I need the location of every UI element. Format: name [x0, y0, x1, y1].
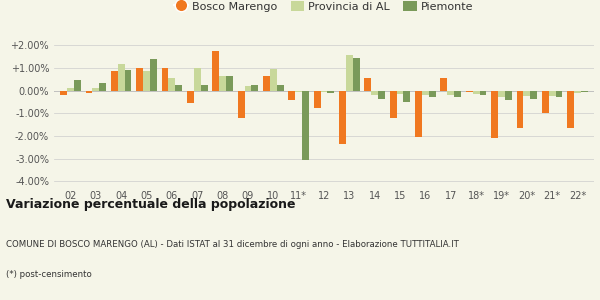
Bar	[143, 71, 150, 91]
Bar	[505, 91, 512, 100]
Bar	[194, 68, 200, 91]
Bar	[118, 64, 125, 91]
Bar	[320, 91, 328, 92]
Bar	[212, 51, 219, 91]
Bar	[556, 91, 562, 98]
Bar	[491, 91, 498, 138]
Bar	[92, 88, 99, 91]
Bar	[125, 70, 131, 91]
Text: COMUNE DI BOSCO MARENGO (AL) - Dati ISTAT al 31 dicembre di ogni anno - Elaboraz: COMUNE DI BOSCO MARENGO (AL) - Dati ISTA…	[6, 240, 459, 249]
Bar	[150, 59, 157, 91]
Bar	[454, 91, 461, 98]
Bar	[364, 78, 371, 91]
Bar	[353, 58, 359, 91]
Bar	[277, 85, 284, 91]
Bar	[175, 85, 182, 91]
Bar	[86, 91, 92, 93]
Bar	[403, 91, 410, 102]
Bar	[542, 91, 549, 113]
Bar	[397, 91, 403, 94]
Bar	[74, 80, 81, 91]
Bar	[415, 91, 422, 137]
Bar	[226, 76, 233, 91]
Bar	[219, 76, 226, 91]
Bar	[328, 91, 334, 93]
Bar	[371, 91, 378, 95]
Bar	[67, 88, 74, 91]
Bar	[523, 91, 530, 96]
Bar	[549, 91, 556, 96]
Bar	[448, 91, 454, 95]
Bar	[161, 68, 169, 91]
Bar	[169, 78, 175, 91]
Bar	[346, 55, 353, 91]
Bar	[314, 91, 320, 108]
Bar	[581, 91, 588, 92]
Bar	[440, 78, 448, 91]
Bar	[498, 91, 505, 98]
Bar	[99, 82, 106, 91]
Bar	[245, 86, 251, 91]
Bar	[473, 91, 479, 94]
Bar	[517, 91, 523, 128]
Bar	[390, 91, 397, 118]
Bar	[60, 91, 67, 95]
Bar	[136, 68, 143, 91]
Bar	[567, 91, 574, 128]
Bar	[339, 91, 346, 144]
Bar	[429, 91, 436, 98]
Bar	[251, 85, 258, 91]
Bar	[530, 91, 537, 98]
Bar	[263, 76, 270, 91]
Legend: Bosco Marengo, Provincia di AL, Piemonte: Bosco Marengo, Provincia di AL, Piemonte	[170, 0, 478, 16]
Bar	[422, 91, 429, 95]
Bar	[289, 91, 295, 100]
Bar	[270, 69, 277, 91]
Bar	[295, 91, 302, 92]
Bar	[479, 91, 487, 95]
Bar	[111, 71, 118, 91]
Text: (*) post-censimento: (*) post-censimento	[6, 270, 92, 279]
Bar	[200, 85, 208, 91]
Bar	[466, 91, 473, 92]
Bar	[302, 91, 309, 160]
Bar	[238, 91, 245, 118]
Bar	[187, 91, 194, 103]
Text: Variazione percentuale della popolazione: Variazione percentuale della popolazione	[6, 198, 296, 211]
Bar	[574, 91, 581, 93]
Bar	[378, 91, 385, 98]
